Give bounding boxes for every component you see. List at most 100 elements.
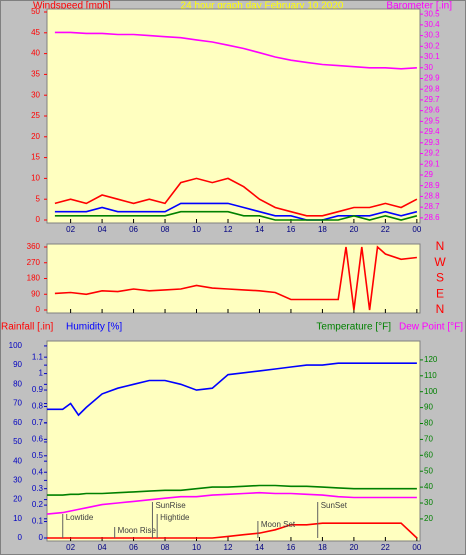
y-tick-label: 0.7 [32,418,44,427]
side-label: N [436,239,445,253]
series-line [47,522,418,539]
y3-tick-label: 70 [13,399,22,408]
annotation: Moon Rise [118,526,157,535]
y3-tick-label: 100 [9,341,23,350]
x-tick-label: 12 [224,225,233,234]
y-tick-label: 1 [39,369,44,378]
y-tick-label: 45 [31,28,40,37]
y2-tick-label: 90 [424,403,433,412]
y-tick-label: 0 [39,533,44,542]
x-tick-label: 10 [192,225,201,234]
y3-tick-label: 60 [13,418,22,427]
y-tick-label: 15 [31,153,40,162]
annotation: SunRise [155,501,186,510]
side-label: S [436,271,444,285]
y-tick-label: 25 [31,111,40,120]
plot-area [46,8,421,224]
y-tick-label: 90 [31,289,40,298]
side-label: E [436,286,444,300]
y-tick-label: 0.6 [32,434,44,443]
y3-tick-label: 90 [13,360,22,369]
x-tick-label: 10 [192,543,201,552]
y2-tick-label: 60 [424,450,433,459]
y2-tick-label: 29.5 [424,116,440,125]
series-line [54,177,418,217]
series-line [47,484,417,496]
y2-tick-label: 29.2 [424,149,440,158]
x-tick-label: 18 [318,543,327,552]
chart-title: 24 hour graph day February 10 2020 [181,1,344,12]
y3-tick-label: 80 [13,379,22,388]
x-tick-label: 00 [412,543,421,552]
y2-tick-label: 30.4 [424,20,440,29]
x-tick-label: 04 [98,543,107,552]
y-tick-label: 0 [36,305,41,314]
x-tick-label: 16 [286,225,295,234]
y-tick-label: 0.4 [32,467,44,476]
plot-area [46,340,421,542]
y2-tick-label: 30.5 [424,9,440,18]
y2-tick-label: 20 [424,514,433,523]
y-tick-label: 10 [31,174,40,183]
x-tick-label: 20 [349,225,358,234]
y-tick-label: 0.8 [32,402,44,411]
y-tick-label: 0.9 [32,385,44,394]
x-tick-label: 08 [161,225,170,234]
x-tick-label: 12 [224,543,233,552]
y2-tick-label: 30.1 [424,52,440,61]
x-tick-label: 16 [286,543,295,552]
series-line [54,31,417,70]
y2-tick-label: 30.3 [424,31,440,40]
y-tick-label: 0.5 [32,451,44,460]
y2-tick-label: 40 [424,482,433,491]
y-tick-label: 50 [31,7,40,16]
y-tick-label: 0.2 [32,500,44,509]
y-tick-label: 0.3 [32,484,44,493]
y2-tick-label: 28.8 [424,192,440,201]
plot-area [46,243,421,314]
barometer-label: Barometer [.in] [386,1,452,12]
y-tick-label: 360 [27,242,41,251]
x-tick-label: 02 [66,543,75,552]
y3-tick-label: 50 [13,437,22,446]
dewpoint-label: Dew Point [°F] [399,322,463,333]
y-tick-label: 35 [31,70,40,79]
y2-tick-label: 30 [424,498,433,507]
y2-tick-label: 120 [424,355,438,364]
annotation: Moon Set [261,520,296,529]
series-line [46,491,417,515]
y2-tick-label: 110 [424,371,437,380]
rainfall-label: Rainfall [.in] [1,322,53,333]
annotation: Hightide [160,513,190,522]
x-tick-label: 02 [66,225,75,234]
y2-tick-label: 50 [424,466,433,475]
y3-tick-label: 30 [13,475,22,484]
y3-tick-label: 40 [13,456,22,465]
x-tick-label: 14 [255,543,264,552]
y2-tick-label: 80 [424,419,433,428]
annotation: Lowtide [66,513,94,522]
y2-tick-label: 28.6 [424,213,440,222]
y-tick-label: 30 [31,90,40,99]
series-line [54,210,418,221]
y3-tick-label: 0 [18,533,23,542]
y2-tick-label: 30 [424,63,433,72]
x-tick-label: 08 [161,543,170,552]
wind-label: Windspeed [mph] [33,1,111,12]
y2-tick-label: 29.4 [424,127,440,136]
y-tick-label: 1.1 [32,352,44,361]
x-tick-label: 20 [349,543,358,552]
annotation: SunSet [321,501,348,510]
y2-tick-label: 29.9 [424,74,440,83]
y3-tick-label: 10 [13,514,22,523]
temperature-label: Temperature [°F] [316,322,391,333]
y2-tick-label: 29.7 [424,95,440,104]
y3-tick-label: 20 [13,495,22,504]
x-tick-label: 18 [318,225,327,234]
side-label: N [436,302,445,316]
humidity-label: Humidity [%] [66,322,122,333]
y2-tick-label: 29.6 [424,106,440,115]
series-line [47,362,417,417]
y-tick-label: 20 [31,132,40,141]
